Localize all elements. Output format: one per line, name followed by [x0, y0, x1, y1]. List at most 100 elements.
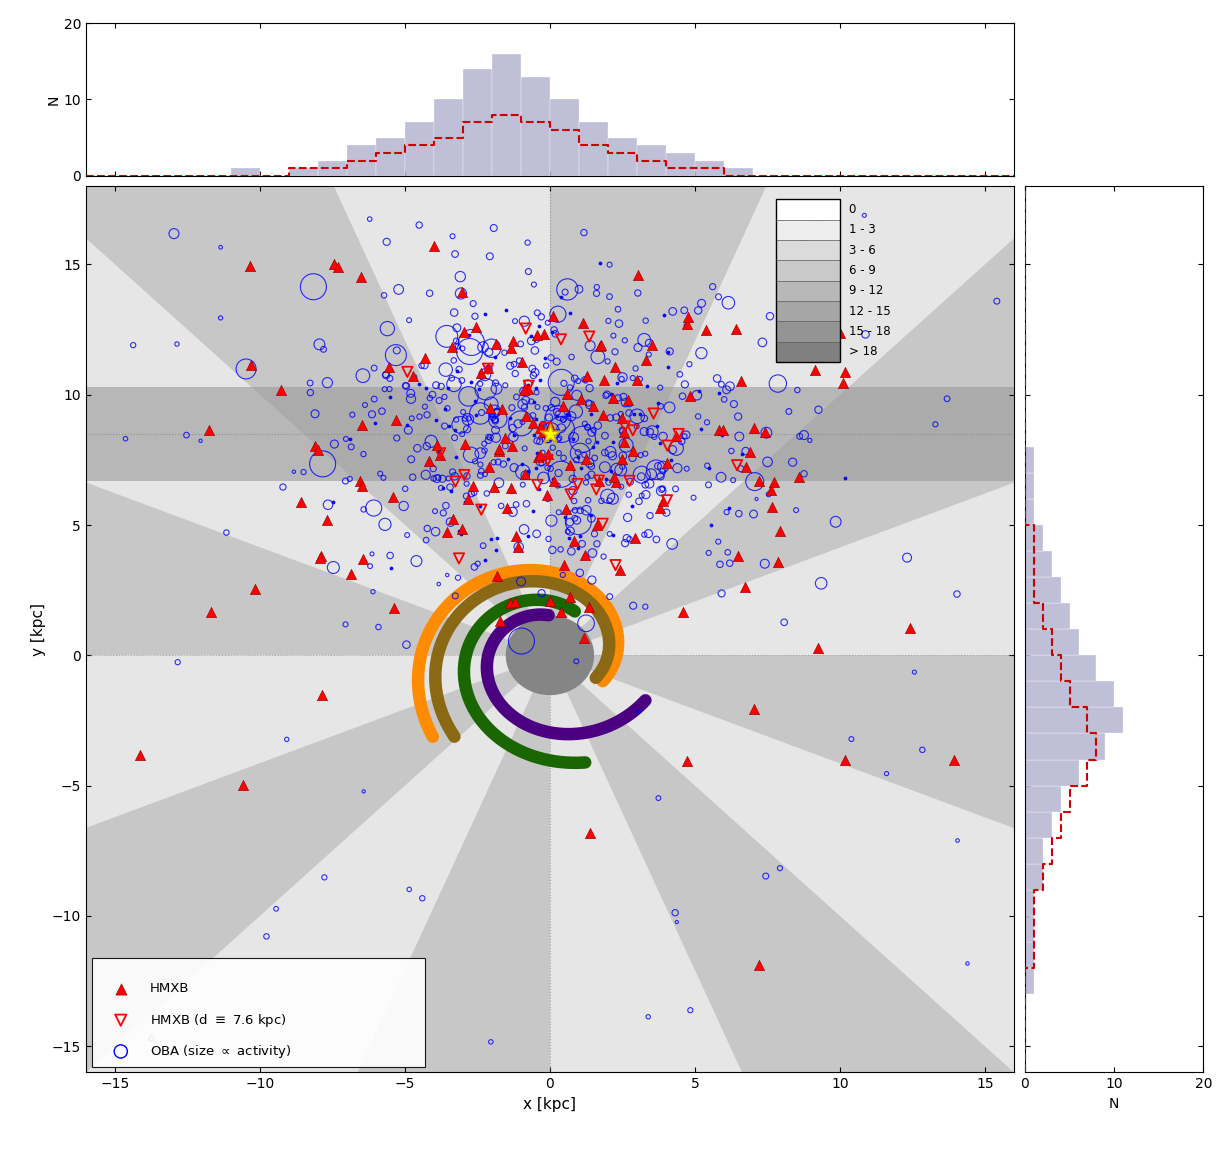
Point [548, 423, 567, 442]
Point [508, 415, 528, 434]
Wedge shape [550, 655, 1228, 1054]
Point [598, 352, 618, 370]
Point [636, 351, 656, 369]
Point [599, 491, 619, 510]
Point [543, 438, 562, 457]
Point [804, 361, 824, 379]
Point [443, 227, 463, 246]
Point [484, 478, 503, 497]
Bar [1025, 681, 1114, 708]
Point [677, 752, 696, 770]
Point [657, 437, 677, 455]
Point [317, 511, 336, 529]
Point [587, 278, 607, 296]
Text: HMXB (d $\equiv$ 7.6 kpc): HMXB (d $\equiv$ 7.6 kpc) [150, 1011, 286, 1028]
Point [755, 555, 775, 573]
Point [591, 336, 610, 354]
Point [242, 355, 262, 374]
Point [588, 416, 608, 435]
Point [551, 288, 571, 307]
Point [561, 457, 581, 475]
Point [293, 462, 313, 481]
Point [554, 410, 573, 429]
Bar [1025, 708, 1124, 733]
Point [475, 442, 495, 460]
Point [424, 459, 443, 477]
Point [580, 598, 599, 617]
Bar [776, 341, 840, 362]
Point [739, 443, 759, 461]
Point [737, 458, 756, 476]
Point [642, 422, 662, 440]
Point [575, 370, 594, 389]
Point [437, 327, 457, 346]
Point [616, 529, 636, 548]
Bar [0, 387, 1130, 481]
Point [808, 639, 828, 657]
Point [605, 357, 625, 376]
Point [663, 302, 683, 321]
Point [786, 500, 806, 519]
Point [607, 460, 626, 478]
Wedge shape [106, 655, 550, 1153]
Point [578, 393, 598, 412]
Point [554, 556, 573, 574]
Point [200, 602, 220, 620]
Point [526, 459, 545, 477]
Point [311, 547, 330, 565]
Point [457, 420, 476, 438]
Point [123, 336, 142, 354]
Point [443, 510, 463, 528]
Point [399, 880, 419, 898]
Point [613, 458, 632, 476]
Point [468, 555, 488, 573]
Point [473, 338, 492, 356]
Point [291, 492, 311, 511]
Point [442, 369, 462, 387]
Point [830, 324, 850, 342]
Point [613, 368, 632, 386]
Point [570, 444, 589, 462]
Point [518, 376, 538, 394]
Wedge shape [0, 0, 550, 655]
Point [480, 247, 500, 265]
Point [355, 395, 375, 414]
Point [628, 284, 647, 302]
Bar [348, 145, 376, 175]
Bar [376, 137, 405, 175]
Point [451, 415, 470, 434]
Point [728, 407, 748, 425]
Point [362, 544, 382, 563]
Text: 0: 0 [849, 203, 856, 216]
Point [440, 417, 459, 436]
Wedge shape [550, 0, 1228, 655]
Point [436, 400, 456, 419]
Point [532, 454, 551, 473]
Point [459, 325, 479, 344]
Point [540, 416, 560, 435]
Point [651, 378, 670, 397]
Point [539, 408, 559, 427]
Point [360, 210, 379, 228]
Point [571, 459, 591, 477]
Bar [1025, 812, 1051, 838]
Point [301, 374, 321, 392]
Point [502, 419, 522, 437]
Point [623, 421, 642, 439]
Point [534, 468, 554, 487]
Point [826, 513, 846, 532]
Point [538, 314, 558, 332]
Point [479, 458, 499, 476]
Point [446, 587, 465, 605]
Point [513, 395, 533, 414]
Point [542, 348, 561, 367]
Point [699, 459, 718, 477]
Point [511, 414, 530, 432]
Point [594, 370, 614, 389]
Point [576, 450, 596, 468]
Point [506, 496, 526, 514]
Point [662, 535, 682, 553]
Point [561, 542, 581, 560]
Point [506, 527, 526, 545]
Point [278, 730, 297, 748]
